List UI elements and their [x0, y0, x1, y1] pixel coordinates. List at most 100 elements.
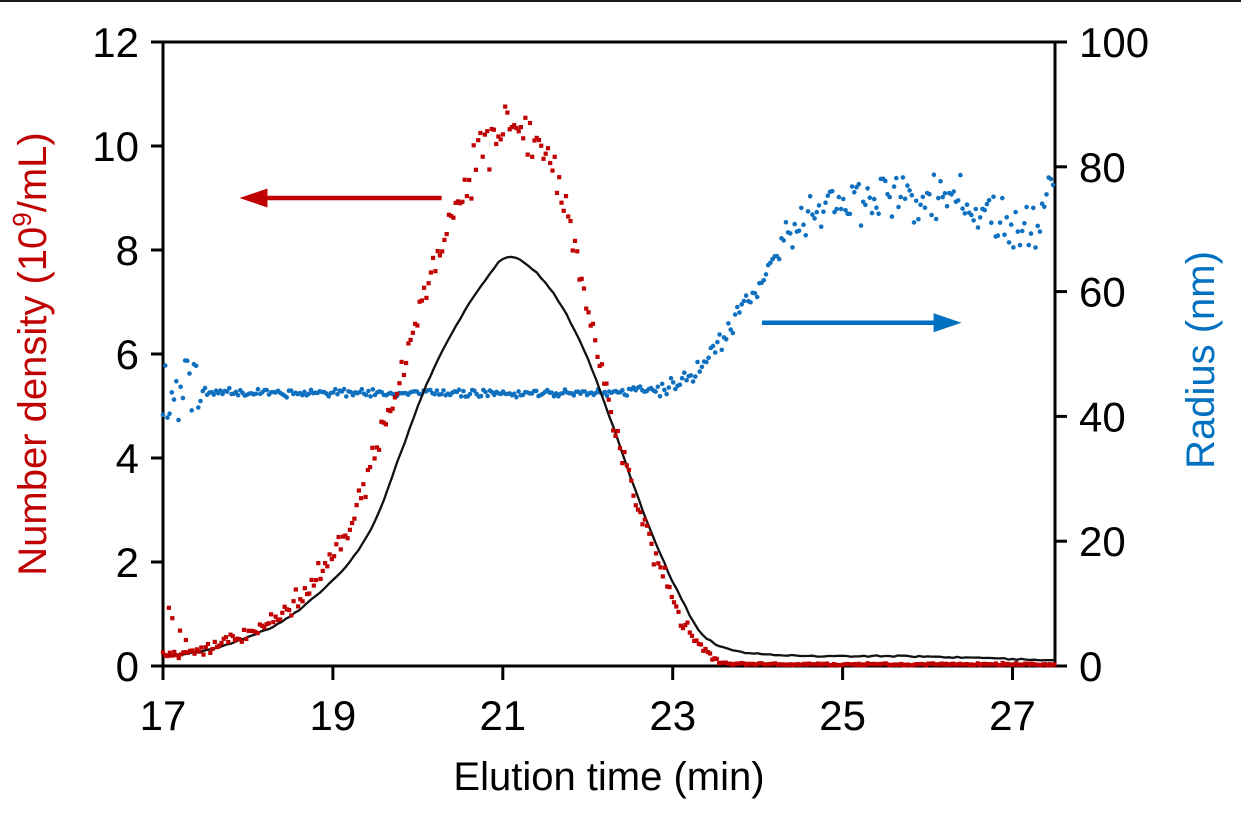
- number-density-point: [890, 662, 895, 667]
- number-density-point: [739, 660, 744, 666]
- number-density-point: [399, 359, 404, 364]
- number-density-point: [172, 649, 177, 654]
- radius-point: [823, 200, 828, 205]
- y-left-axis-title-pre: Number density (10: [11, 227, 55, 576]
- number-density-point: [901, 663, 906, 668]
- number-density-point: [674, 604, 679, 609]
- radius-point: [821, 209, 826, 214]
- x-tick-label: 25: [819, 692, 866, 739]
- radius-point: [1026, 242, 1032, 248]
- radius-point: [818, 224, 824, 229]
- radius-point: [931, 172, 937, 177]
- number-density-point: [311, 583, 316, 588]
- radius-point: [368, 394, 373, 399]
- number-density-point: [935, 662, 940, 667]
- number-density-point: [809, 662, 814, 667]
- right-axis-arrow-head: [933, 313, 962, 333]
- number-density-point: [395, 391, 400, 396]
- number-density-point: [818, 662, 823, 667]
- radius-point: [1050, 182, 1056, 188]
- number-density-point: [327, 552, 332, 557]
- radius-point: [790, 245, 795, 250]
- radius-point: [333, 386, 338, 392]
- radius-point: [984, 201, 990, 207]
- number-density-point: [750, 661, 755, 666]
- number-density-point: [291, 599, 296, 604]
- radius-point: [955, 198, 961, 203]
- number-density-point: [919, 661, 924, 667]
- y-left-tick-label: 0: [116, 643, 139, 690]
- number-density-point: [545, 146, 551, 151]
- number-density-point: [737, 661, 742, 666]
- radius-point: [752, 290, 758, 296]
- number-density-point: [217, 643, 222, 648]
- number-density-point: [280, 610, 285, 615]
- number-density-point: [478, 130, 483, 136]
- number-density-point: [275, 618, 280, 623]
- radius-point: [366, 388, 371, 394]
- number-density-point: [802, 661, 807, 666]
- radius-point: [160, 412, 166, 418]
- number-density-point: [248, 628, 253, 633]
- number-density-point: [719, 660, 724, 665]
- radius-point: [902, 196, 908, 202]
- number-density-point: [1005, 661, 1010, 666]
- radius-point: [834, 206, 839, 212]
- radius-point: [165, 415, 170, 420]
- number-density-point: [798, 662, 803, 667]
- radius-point: [560, 390, 566, 396]
- radius-point: [776, 256, 782, 262]
- number-density-point: [401, 372, 406, 378]
- radius-point: [664, 391, 669, 397]
- radius-point: [905, 183, 910, 188]
- radius-point: [370, 387, 376, 392]
- radius-point: [986, 197, 992, 203]
- number-density-point: [1018, 662, 1023, 667]
- number-density-point: [541, 156, 546, 161]
- radius-point: [964, 202, 970, 207]
- number-density-point: [899, 661, 904, 667]
- number-density-point: [888, 663, 893, 668]
- number-density-point: [777, 662, 782, 667]
- number-density-point: [671, 600, 677, 605]
- radius-point: [299, 392, 305, 398]
- number-density-point: [485, 129, 490, 134]
- radius-point: [428, 387, 433, 393]
- number-density-point: [885, 662, 890, 667]
- number-density-point: [631, 493, 636, 498]
- radius-point: [549, 390, 554, 396]
- number-density-point: [230, 634, 235, 639]
- number-density-point: [1014, 661, 1019, 666]
- radius-point: [185, 358, 190, 364]
- number-density-point: [789, 662, 794, 667]
- number-density-point: [525, 152, 530, 157]
- number-density-point: [435, 249, 440, 254]
- number-density-point: [924, 663, 929, 668]
- number-density-point: [692, 638, 697, 643]
- number-density-point: [336, 534, 341, 540]
- number-density-point: [685, 620, 690, 625]
- radius-point: [171, 397, 177, 402]
- number-density-point: [433, 269, 438, 274]
- radius-point: [341, 386, 347, 392]
- radius-point: [483, 389, 488, 395]
- radius-point: [982, 207, 987, 213]
- number-density-point: [980, 662, 985, 667]
- number-density-point: [849, 662, 854, 667]
- number-density-point: [863, 662, 868, 668]
- radius-point: [1042, 204, 1047, 210]
- number-density-point: [617, 446, 623, 451]
- radius-point: [748, 300, 753, 305]
- number-density-point: [903, 662, 908, 667]
- number-density-point: [174, 653, 179, 658]
- number-density-point: [633, 503, 638, 508]
- radius-point: [922, 205, 928, 210]
- number-density-point: [590, 321, 596, 326]
- radius-point: [458, 394, 464, 399]
- number-density-point: [446, 212, 451, 217]
- number-density-point: [969, 662, 974, 667]
- radius-point: [439, 392, 444, 397]
- number-density-point: [581, 286, 587, 291]
- number-density-point: [257, 622, 262, 627]
